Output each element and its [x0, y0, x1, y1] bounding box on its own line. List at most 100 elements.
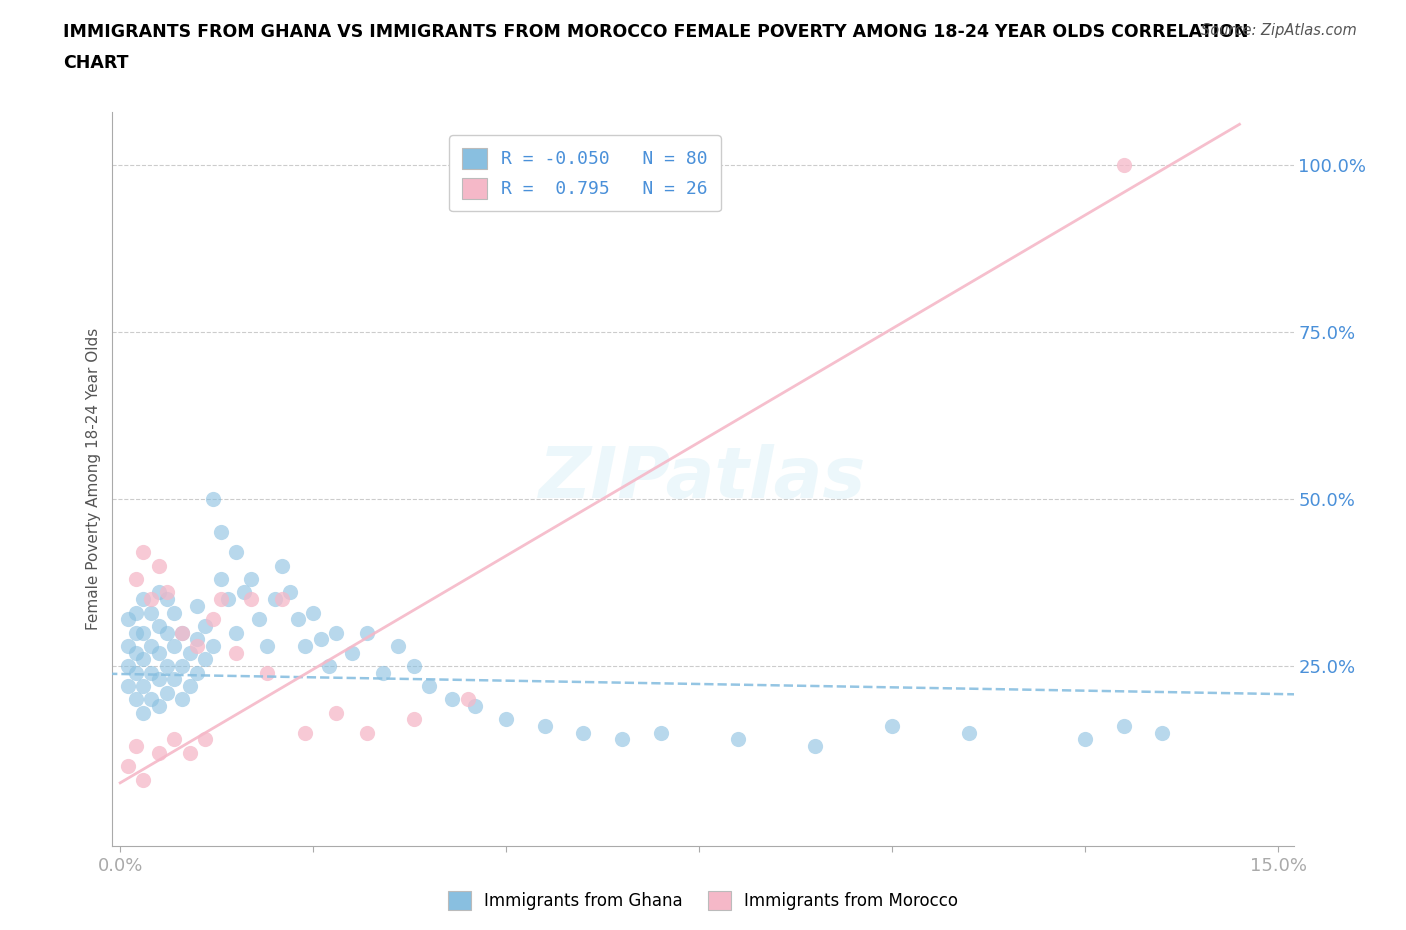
- Point: [139, 692, 162, 707]
- Point: [155, 591, 177, 606]
- Point: [124, 645, 146, 660]
- Point: [170, 625, 193, 640]
- Point: [155, 625, 177, 640]
- Point: [148, 698, 170, 713]
- Point: [124, 572, 146, 587]
- Point: [225, 545, 247, 560]
- Point: [201, 639, 224, 654]
- Point: [441, 692, 464, 707]
- Point: [957, 725, 980, 740]
- Point: [225, 625, 247, 640]
- Point: [457, 692, 479, 707]
- Point: [170, 692, 193, 707]
- Point: [117, 759, 139, 774]
- Point: [402, 658, 425, 673]
- Point: [194, 732, 217, 747]
- Point: [132, 545, 155, 560]
- Text: CHART: CHART: [63, 54, 129, 72]
- Point: [194, 618, 217, 633]
- Point: [194, 652, 217, 667]
- Point: [124, 665, 146, 680]
- Point: [179, 645, 201, 660]
- Point: [340, 645, 363, 660]
- Point: [139, 665, 162, 680]
- Point: [325, 705, 347, 720]
- Point: [117, 612, 139, 627]
- Point: [217, 591, 239, 606]
- Text: IMMIGRANTS FROM GHANA VS IMMIGRANTS FROM MOROCCO FEMALE POVERTY AMONG 18-24 YEAR: IMMIGRANTS FROM GHANA VS IMMIGRANTS FROM…: [63, 23, 1249, 41]
- Point: [240, 572, 263, 587]
- Y-axis label: Female Poverty Among 18-24 Year Olds: Female Poverty Among 18-24 Year Olds: [86, 328, 101, 631]
- Point: [179, 679, 201, 694]
- Point: [132, 652, 155, 667]
- Point: [650, 725, 672, 740]
- Point: [170, 658, 193, 673]
- Point: [186, 631, 208, 646]
- Point: [117, 639, 139, 654]
- Point: [882, 719, 904, 734]
- Point: [186, 665, 208, 680]
- Point: [117, 679, 139, 694]
- Point: [225, 645, 247, 660]
- Point: [132, 591, 155, 606]
- Point: [148, 745, 170, 760]
- Point: [163, 639, 186, 654]
- Point: [148, 618, 170, 633]
- Point: [124, 625, 146, 640]
- Point: [132, 679, 155, 694]
- Point: [209, 525, 232, 539]
- Point: [148, 558, 170, 573]
- Point: [309, 631, 332, 646]
- Point: [155, 685, 177, 700]
- Point: [117, 658, 139, 673]
- Point: [302, 605, 325, 620]
- Point: [148, 585, 170, 600]
- Point: [1112, 719, 1135, 734]
- Point: [201, 612, 224, 627]
- Point: [170, 625, 193, 640]
- Point: [294, 639, 316, 654]
- Point: [495, 712, 517, 727]
- Legend: Immigrants from Ghana, Immigrants from Morocco: Immigrants from Ghana, Immigrants from M…: [441, 884, 965, 917]
- Point: [247, 612, 270, 627]
- Point: [209, 591, 232, 606]
- Point: [263, 591, 285, 606]
- Point: [371, 665, 394, 680]
- Point: [356, 625, 378, 640]
- Point: [139, 591, 162, 606]
- Point: [163, 671, 186, 686]
- Point: [132, 705, 155, 720]
- Point: [572, 725, 595, 740]
- Point: [155, 658, 177, 673]
- Point: [271, 558, 294, 573]
- Point: [148, 671, 170, 686]
- Point: [232, 585, 254, 600]
- Point: [132, 625, 155, 640]
- Point: [278, 585, 301, 600]
- Point: [256, 665, 278, 680]
- Legend: R = -0.050   N = 80, R =  0.795   N = 26: R = -0.050 N = 80, R = 0.795 N = 26: [449, 136, 721, 211]
- Point: [418, 679, 440, 694]
- Point: [356, 725, 378, 740]
- Point: [318, 658, 340, 673]
- Point: [1112, 157, 1135, 172]
- Point: [186, 598, 208, 613]
- Point: [287, 612, 309, 627]
- Point: [256, 639, 278, 654]
- Point: [387, 639, 409, 654]
- Point: [804, 738, 827, 753]
- Point: [163, 605, 186, 620]
- Point: [1074, 732, 1097, 747]
- Point: [1152, 725, 1174, 740]
- Point: [533, 719, 555, 734]
- Point: [139, 639, 162, 654]
- Point: [148, 645, 170, 660]
- Point: [179, 745, 201, 760]
- Point: [464, 698, 486, 713]
- Point: [201, 492, 224, 507]
- Point: [610, 732, 633, 747]
- Text: ZIPatlas: ZIPatlas: [540, 445, 866, 513]
- Text: Source: ZipAtlas.com: Source: ZipAtlas.com: [1201, 23, 1357, 38]
- Point: [271, 591, 294, 606]
- Point: [727, 732, 749, 747]
